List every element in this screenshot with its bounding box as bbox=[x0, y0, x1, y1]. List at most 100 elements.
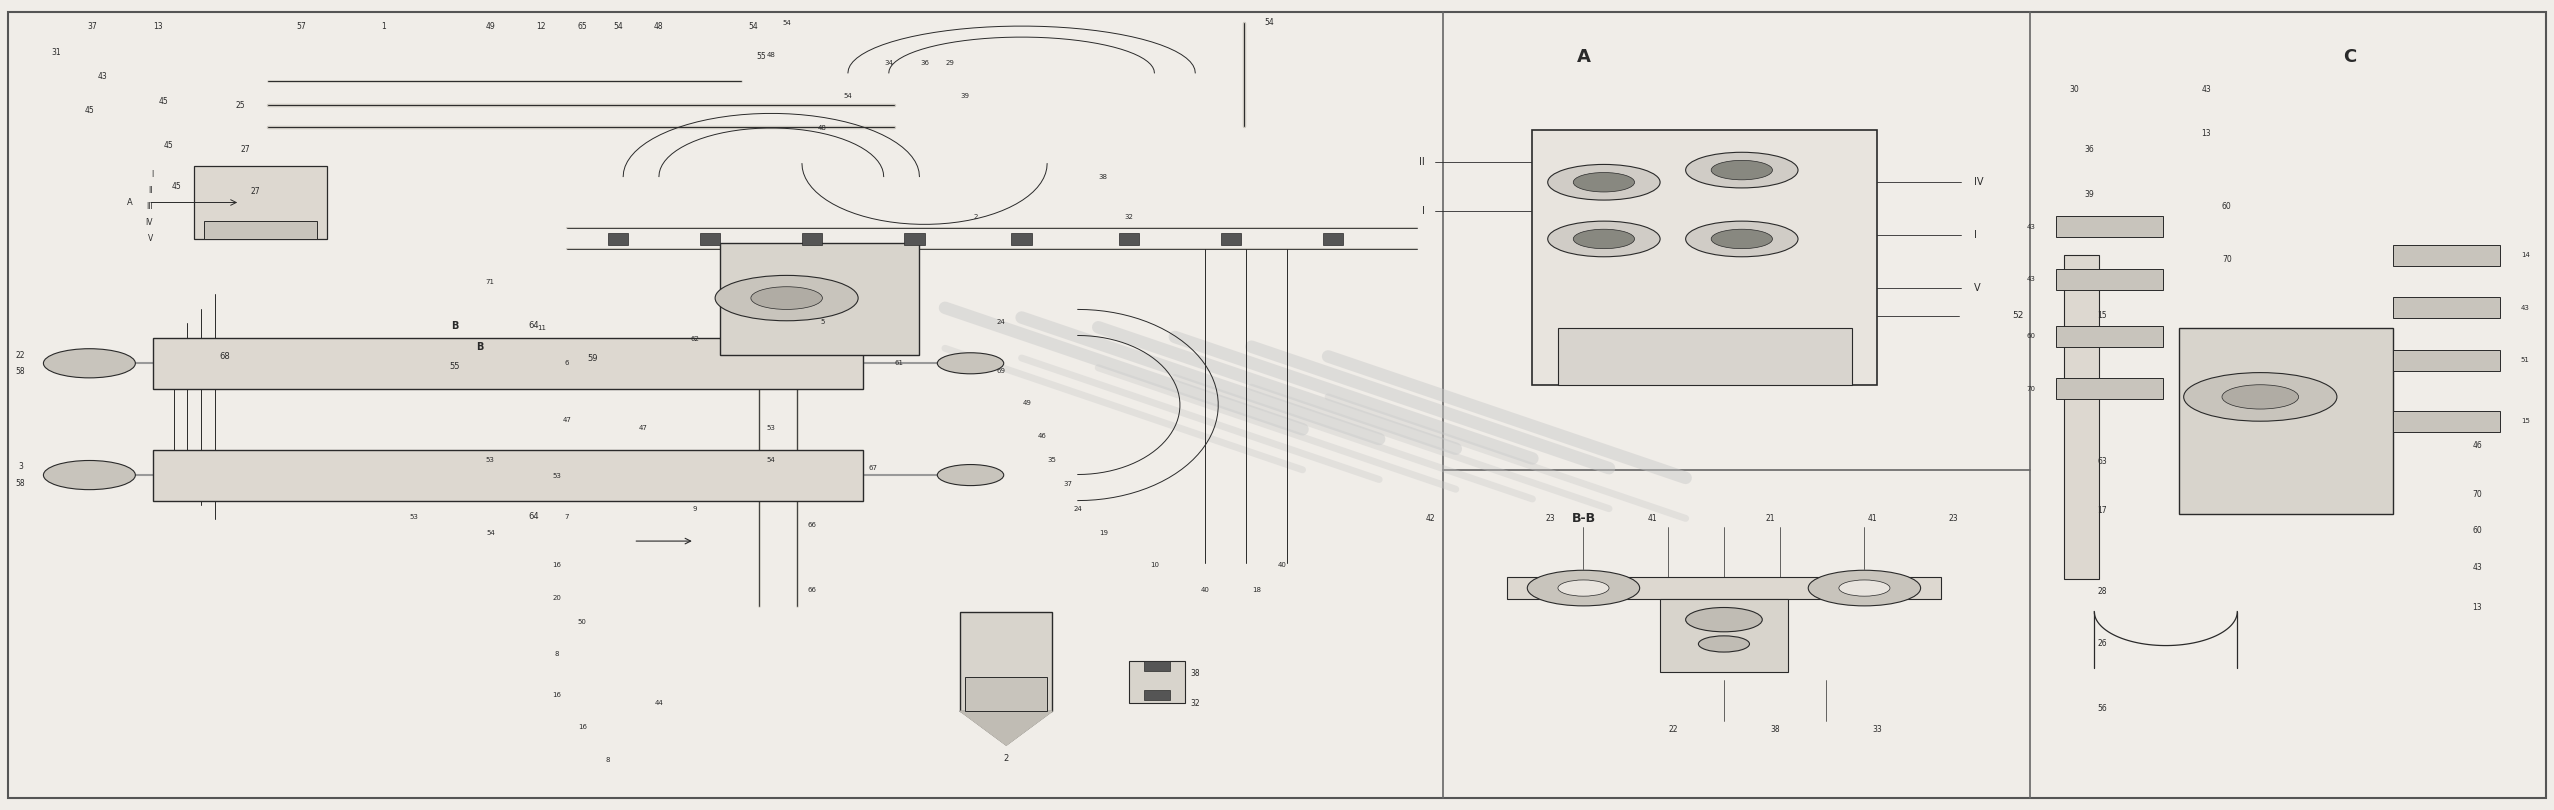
Text: 12: 12 bbox=[536, 22, 547, 32]
Circle shape bbox=[1686, 608, 1762, 632]
Text: II: II bbox=[1420, 157, 1425, 167]
Text: 14: 14 bbox=[2521, 252, 2528, 258]
Text: 26: 26 bbox=[2097, 639, 2107, 649]
Bar bbox=[153, 450, 863, 501]
Bar bbox=[1011, 233, 1032, 245]
Text: IV: IV bbox=[1974, 177, 1984, 187]
Text: 16: 16 bbox=[552, 562, 562, 569]
Circle shape bbox=[1573, 229, 1635, 249]
Bar bbox=[2064, 255, 2099, 579]
Text: 68: 68 bbox=[220, 352, 230, 361]
Circle shape bbox=[1527, 570, 1640, 606]
Text: 15: 15 bbox=[2097, 311, 2107, 321]
Text: 62: 62 bbox=[690, 335, 700, 342]
Bar bbox=[802, 233, 822, 245]
Circle shape bbox=[43, 460, 135, 489]
Text: 36: 36 bbox=[919, 60, 930, 66]
Text: 54: 54 bbox=[613, 22, 623, 32]
Circle shape bbox=[1839, 580, 1890, 596]
Text: V: V bbox=[1974, 283, 1982, 292]
Text: C: C bbox=[894, 301, 904, 311]
Text: 43: 43 bbox=[2521, 305, 2528, 311]
Circle shape bbox=[43, 349, 135, 377]
Text: 55: 55 bbox=[450, 361, 460, 371]
Text: 21: 21 bbox=[1765, 514, 1775, 523]
Circle shape bbox=[937, 465, 1004, 485]
Bar bbox=[1507, 577, 1941, 599]
Text: 2: 2 bbox=[973, 214, 978, 220]
Text: 56: 56 bbox=[2097, 704, 2107, 714]
Circle shape bbox=[1686, 152, 1798, 188]
Bar bbox=[153, 338, 863, 389]
Bar bbox=[2393, 350, 2500, 371]
Text: 60: 60 bbox=[2222, 202, 2232, 211]
Text: III: III bbox=[146, 202, 153, 211]
Bar bbox=[1144, 690, 1170, 700]
Text: 16: 16 bbox=[552, 692, 562, 698]
Circle shape bbox=[1548, 164, 1660, 200]
Text: 32: 32 bbox=[1190, 698, 1200, 708]
Text: 66: 66 bbox=[807, 522, 817, 528]
Circle shape bbox=[715, 275, 858, 321]
Text: 9: 9 bbox=[692, 505, 697, 512]
Bar bbox=[700, 233, 720, 245]
Text: 65: 65 bbox=[577, 22, 587, 32]
Text: 47: 47 bbox=[638, 424, 649, 431]
Text: 23: 23 bbox=[1949, 514, 1959, 523]
Text: 60: 60 bbox=[2025, 333, 2036, 339]
Circle shape bbox=[751, 287, 822, 309]
Text: 19: 19 bbox=[1098, 530, 1108, 536]
Text: 71: 71 bbox=[485, 279, 495, 285]
Circle shape bbox=[937, 353, 1004, 374]
Text: 45: 45 bbox=[84, 106, 94, 116]
Text: 53: 53 bbox=[409, 514, 419, 520]
Text: 33: 33 bbox=[1872, 724, 1882, 734]
Text: 38: 38 bbox=[1098, 173, 1108, 180]
Text: 38: 38 bbox=[1190, 669, 1200, 679]
Circle shape bbox=[1808, 570, 1921, 606]
Text: 48: 48 bbox=[654, 22, 664, 32]
Bar bbox=[204, 221, 317, 239]
Text: 45: 45 bbox=[171, 181, 181, 191]
Text: 45: 45 bbox=[163, 141, 174, 151]
Text: 30: 30 bbox=[2069, 84, 2079, 94]
Text: 40: 40 bbox=[1277, 562, 1287, 569]
Text: 70: 70 bbox=[2472, 489, 2482, 499]
Text: 23: 23 bbox=[1545, 514, 1555, 523]
Text: 51: 51 bbox=[2472, 356, 2482, 365]
Text: C: C bbox=[2342, 48, 2357, 66]
Text: 13: 13 bbox=[2202, 129, 2212, 139]
Circle shape bbox=[1558, 580, 1609, 596]
Text: 22: 22 bbox=[1668, 724, 1678, 734]
Text: 43: 43 bbox=[97, 72, 107, 82]
Text: I: I bbox=[1974, 230, 1977, 240]
Text: 27: 27 bbox=[240, 145, 250, 155]
Text: 38: 38 bbox=[1770, 724, 1780, 734]
Text: 54: 54 bbox=[843, 92, 853, 99]
Text: 51: 51 bbox=[2521, 357, 2528, 364]
Text: 35: 35 bbox=[1047, 457, 1057, 463]
Circle shape bbox=[2222, 385, 2299, 409]
Text: 70: 70 bbox=[2025, 386, 2036, 392]
Text: 27: 27 bbox=[250, 187, 261, 197]
Text: 64: 64 bbox=[529, 512, 539, 522]
Text: 15: 15 bbox=[2472, 412, 2482, 422]
Bar bbox=[965, 677, 1047, 711]
Text: 50: 50 bbox=[577, 619, 587, 625]
Text: 60: 60 bbox=[2472, 526, 2482, 535]
Text: 58: 58 bbox=[15, 479, 26, 488]
Circle shape bbox=[1711, 229, 1772, 249]
Bar bbox=[1323, 233, 1343, 245]
Text: 17: 17 bbox=[2097, 505, 2107, 515]
Text: 46: 46 bbox=[1037, 433, 1047, 439]
Text: 49: 49 bbox=[485, 22, 495, 32]
Text: 63: 63 bbox=[2097, 457, 2107, 467]
Bar bbox=[2056, 378, 2163, 399]
Text: 58: 58 bbox=[15, 367, 26, 376]
Bar bbox=[2056, 269, 2163, 290]
Text: A: A bbox=[1576, 48, 1591, 66]
Bar bbox=[720, 243, 919, 355]
Text: 28: 28 bbox=[2097, 586, 2107, 596]
Text: 46: 46 bbox=[2084, 271, 2094, 280]
Circle shape bbox=[1686, 221, 1798, 257]
